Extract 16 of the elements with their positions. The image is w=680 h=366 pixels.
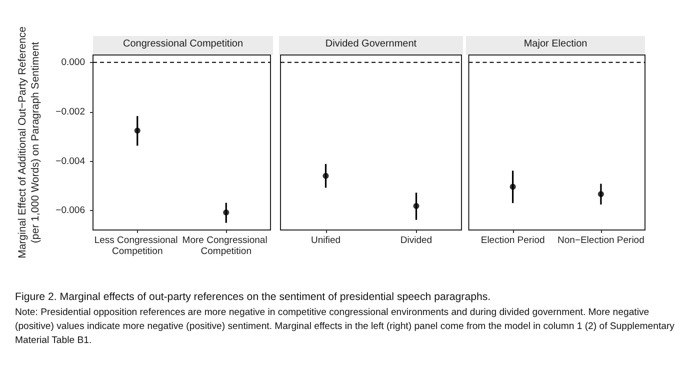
x-tick-label: Unified xyxy=(310,235,341,246)
x-tick-label: Election Period xyxy=(480,235,545,246)
x-tick-label: Divided xyxy=(400,235,432,246)
y-tick-label: −0.002 xyxy=(56,106,85,118)
chart-title: Major Election xyxy=(524,38,588,50)
y-tick-label: −0.006 xyxy=(56,205,85,216)
x-tick-label: Non−Election Period xyxy=(558,235,644,246)
chart-title: Congressional Competition xyxy=(122,38,244,50)
x-tick-label: More Congressional Competition xyxy=(182,235,270,257)
text: Note: Presidential opposition references are more negative in competitive congressional environments and during divided government. More negative (positive) values indicate more negative (positive) sentiment. Marginal effects in the left (right) panel come from the model in column 1 (2) of Supplementary Material Table B1. xyxy=(15,306,675,348)
caption: Figure 2. Marginal effects of out-party references on the sentiment of presidential speech paragraphs. xyxy=(15,290,492,304)
y-tick-label: −0.004 xyxy=(56,156,85,167)
y-axis-title: Marginal Effect of Additional Out−Party Reference (per 1,000 Words) on Paragraph Sentiment xyxy=(16,26,42,258)
chart-title: Divided Government xyxy=(325,38,417,50)
y-tick-label: 0.000 xyxy=(61,56,85,68)
x-tick-label: Less Congressional Competition xyxy=(94,235,180,257)
